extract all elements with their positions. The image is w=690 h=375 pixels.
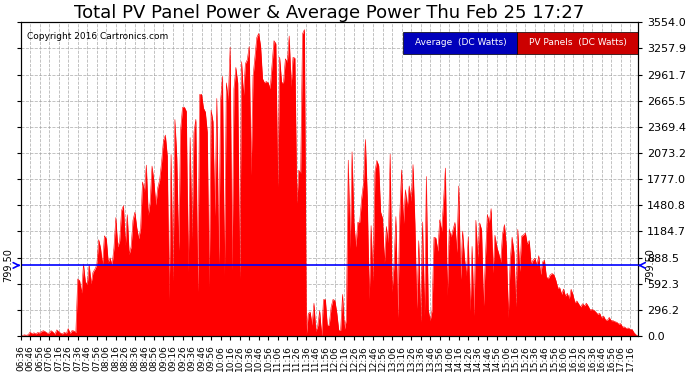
FancyBboxPatch shape (518, 32, 638, 54)
Text: PV Panels  (DC Watts): PV Panels (DC Watts) (529, 38, 627, 47)
Text: 799.50: 799.50 (645, 249, 656, 282)
Text: Copyright 2016 Cartronics.com: Copyright 2016 Cartronics.com (27, 32, 168, 41)
FancyBboxPatch shape (403, 32, 518, 54)
Title: Total PV Panel Power & Average Power Thu Feb 25 17:27: Total PV Panel Power & Average Power Thu… (74, 4, 584, 22)
Text: Average  (DC Watts): Average (DC Watts) (415, 38, 506, 47)
Text: 799.50: 799.50 (3, 249, 13, 282)
